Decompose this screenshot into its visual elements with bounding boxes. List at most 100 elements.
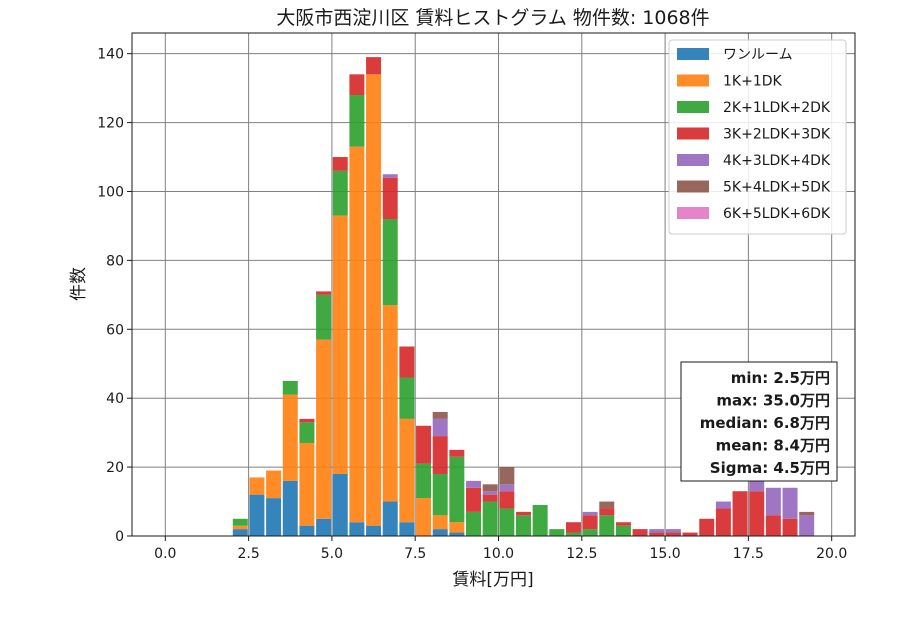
bar-segment <box>549 529 565 536</box>
y-tick-label: 60 <box>106 322 124 338</box>
legend-label: ワンルーム <box>723 47 793 63</box>
bars-layer <box>232 57 815 536</box>
bar-segment <box>316 291 332 295</box>
bar-segment <box>332 157 348 171</box>
bar-segment <box>615 522 631 526</box>
bar-segment <box>416 498 432 536</box>
x-tick-label: 2.5 <box>237 546 259 562</box>
legend-swatch <box>677 207 709 219</box>
y-tick-label: 0 <box>115 529 124 545</box>
x-axis-label: 賃料[万円] <box>452 570 533 590</box>
bar-segment <box>449 449 465 457</box>
stats-line: min: 2.5万円 <box>731 369 830 387</box>
legend-label: 2K+1LDK+2DK <box>723 100 831 116</box>
bar-segment <box>332 473 348 536</box>
bar-segment <box>466 480 482 488</box>
bar-segment <box>649 532 665 536</box>
legend-swatch <box>677 74 709 87</box>
bar-segment <box>332 215 348 474</box>
legend-swatch <box>677 154 709 166</box>
x-tick-label: 7.5 <box>404 546 426 562</box>
bar-segment <box>299 525 315 536</box>
stats-box: min: 2.5万円 max: 35.0万円 median: 6.8万円 mean: … <box>680 361 838 482</box>
bar-segment <box>382 501 398 536</box>
bar-segment <box>382 219 398 306</box>
stats-line: median: 6.8万円 <box>700 414 830 432</box>
ticks-layer: 0.0 2.5 5.0 7.5 10.0 12.5 15.0 17.5 20.0 0 20 40 60 8… <box>97 47 847 562</box>
bar-segment <box>582 515 598 530</box>
y-tick-label: 20 <box>106 460 124 476</box>
bar-segment <box>432 529 448 536</box>
bar-segment <box>532 504 548 536</box>
bar-segment <box>599 515 615 536</box>
legend-swatch <box>677 127 709 140</box>
bar-segment <box>582 529 598 536</box>
bar-segment <box>482 491 498 495</box>
bar-segment <box>482 501 498 536</box>
x-tick-label: 0.0 <box>154 546 176 562</box>
x-tick-label: 5.0 <box>321 546 343 562</box>
bar-segment <box>515 511 531 516</box>
bar-segment <box>649 529 665 533</box>
bar-segment <box>732 491 748 536</box>
bar-segment <box>799 515 815 536</box>
legend-swatch <box>677 48 709 60</box>
bar-segment <box>799 511 815 516</box>
bar-segment <box>432 515 448 530</box>
bar-segment <box>366 74 382 526</box>
bar-segment <box>249 494 265 536</box>
bar-segment <box>299 442 315 526</box>
x-tick-label: 15.0 <box>650 546 681 562</box>
bar-segment <box>399 377 415 419</box>
bar-segment <box>366 525 382 536</box>
bar-segment <box>382 305 398 502</box>
legend-label: 6K+5LDK+6DK <box>723 206 831 222</box>
bar-segment <box>282 380 298 395</box>
bar-segment <box>782 518 798 536</box>
bar-segment <box>432 418 448 437</box>
bar-segment <box>565 532 581 536</box>
legend-label: 3K+2LDK+3DK <box>723 127 831 143</box>
bar-segment <box>432 436 448 474</box>
y-tick-label: 140 <box>97 47 124 63</box>
chart-title: 大阪市西淀川区 賃料ヒストグラム 物件数: 1068件 <box>276 7 709 29</box>
legend-swatch <box>677 180 709 193</box>
bar-segment <box>765 515 781 536</box>
bar-segment <box>399 418 415 523</box>
bar-segment <box>432 473 448 516</box>
bar-segment <box>482 494 498 502</box>
x-tick-label: 12.5 <box>566 546 597 562</box>
bar-segment <box>316 339 332 519</box>
legend-swatch <box>677 101 709 113</box>
bar-segment <box>466 487 482 512</box>
bar-segment <box>715 501 731 509</box>
bar-segment <box>299 418 315 423</box>
bar-segment <box>266 498 282 536</box>
bar-segment <box>449 522 465 533</box>
bar-segment <box>399 346 415 378</box>
stats-line: max: 35.0万円 <box>716 392 830 410</box>
x-tick-label: 10.0 <box>483 546 514 562</box>
bar-segment <box>449 532 465 536</box>
bar-segment <box>416 463 432 499</box>
bar-segment <box>482 484 498 492</box>
legend: ワンルーム 1K+1DK 2K+1LDK+2DK 3K+2LDK+3DK 4K+3LDK… <box>668 39 847 235</box>
bar-segment <box>499 484 515 492</box>
legend-label: 5K+4LDK+5DK <box>723 180 831 196</box>
bar-segment <box>582 511 598 516</box>
bar-segment <box>349 146 365 523</box>
bar-segment <box>349 522 365 536</box>
bar-segment <box>715 508 731 536</box>
bar-segment <box>382 177 398 220</box>
bar-segment <box>249 477 265 495</box>
bar-segment <box>282 480 298 536</box>
legend-frame <box>668 39 847 235</box>
bar-segment <box>499 508 515 536</box>
bar-segment <box>615 525 631 536</box>
y-tick-label: 120 <box>97 116 124 132</box>
bar-segment <box>499 467 515 485</box>
stats-line: mean: 8.4万円 <box>716 437 830 455</box>
bar-segment <box>282 394 298 481</box>
